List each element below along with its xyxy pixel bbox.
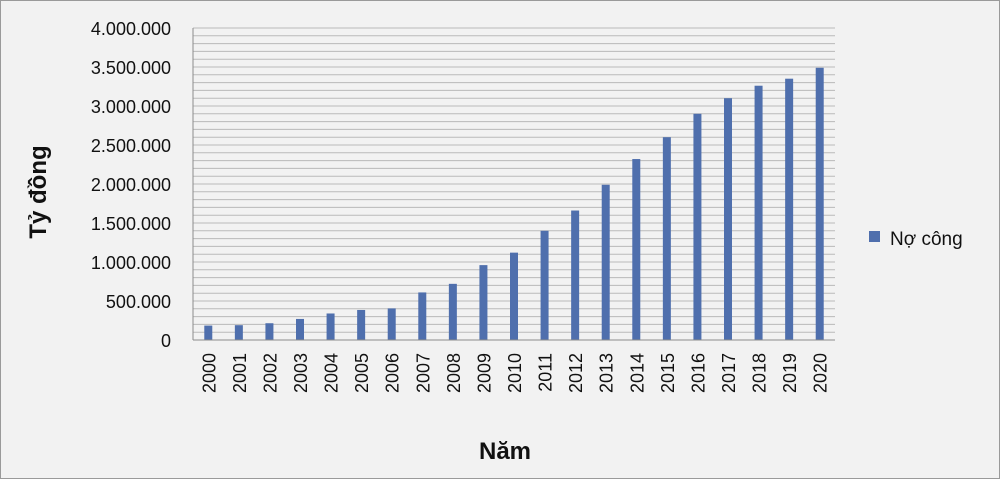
bar <box>601 184 610 340</box>
y-tick-label: 1.500.000 <box>91 214 171 234</box>
x-tick-label: 2006 <box>383 353 403 393</box>
bar <box>785 78 794 340</box>
x-tick-label: 2019 <box>780 353 800 393</box>
y-tick-label: 3.500.000 <box>91 58 171 78</box>
bar <box>265 323 274 340</box>
y-tick-label: 2.000.000 <box>91 175 171 195</box>
bar <box>326 313 335 340</box>
x-tick-label: 2008 <box>444 353 464 393</box>
bar <box>387 308 396 340</box>
bar <box>418 292 427 340</box>
x-tick-label: 2003 <box>291 353 311 393</box>
x-tick-label: 2010 <box>505 353 525 393</box>
y-tick-label: 2.500.000 <box>91 136 171 156</box>
x-axis-title: Năm <box>479 438 531 465</box>
bar <box>815 67 824 340</box>
bar <box>571 210 580 340</box>
y-tick-label: 3.000.000 <box>91 97 171 117</box>
bar <box>448 283 457 340</box>
x-tick-label: 2020 <box>811 353 831 393</box>
x-tick-label: 2015 <box>658 353 678 393</box>
bar <box>204 325 213 340</box>
bar <box>724 98 732 340</box>
legend-swatch <box>869 231 880 242</box>
x-tick-label: 2009 <box>474 353 494 393</box>
legend-label: Nợ công <box>890 229 963 250</box>
y-tick-labels: 0 500.000 1.000.000 1.500.000 2.000.000 2.500… <box>91 19 171 351</box>
bar <box>662 137 671 340</box>
x-tick-label: 2016 <box>688 353 708 393</box>
x-tick-label: 2011 <box>536 353 556 392</box>
x-tick-label: 2018 <box>750 353 770 393</box>
bar <box>632 159 641 340</box>
y-tick-label: 1.000.000 <box>91 253 171 273</box>
x-tick-label: 2012 <box>566 353 586 393</box>
legend: Nợ công <box>869 229 963 250</box>
axes <box>192 28 835 341</box>
x-tick-label: 2005 <box>352 353 372 393</box>
y-tick-label: 500.000 <box>106 292 171 312</box>
bar <box>693 113 702 340</box>
x-tick-label: 2001 <box>230 353 250 393</box>
x-tick-label: 2002 <box>260 353 280 393</box>
y-tick-label: 4.000.000 <box>91 19 171 39</box>
x-tick-label: 2007 <box>413 353 433 393</box>
bar <box>479 265 488 340</box>
x-tick-label: 2013 <box>597 353 617 393</box>
x-tick-label: 2014 <box>627 353 647 393</box>
bar <box>357 309 366 340</box>
bar <box>754 85 763 340</box>
bar <box>540 230 549 340</box>
bar <box>296 318 304 340</box>
bar <box>234 325 243 340</box>
bar <box>510 252 518 340</box>
x-tick-label: 2004 <box>322 353 342 393</box>
x-tick-label: 2000 <box>199 353 219 393</box>
x-tick-labels: 2000 2001 2002 2003 2004 2005 2006 2007 2008 2009… <box>199 353 830 393</box>
bars <box>204 67 824 340</box>
y-axis-title: Tỷ đồng <box>25 145 52 238</box>
y-tick-label: 0 <box>161 331 171 351</box>
x-tick-label: 2017 <box>719 353 739 393</box>
